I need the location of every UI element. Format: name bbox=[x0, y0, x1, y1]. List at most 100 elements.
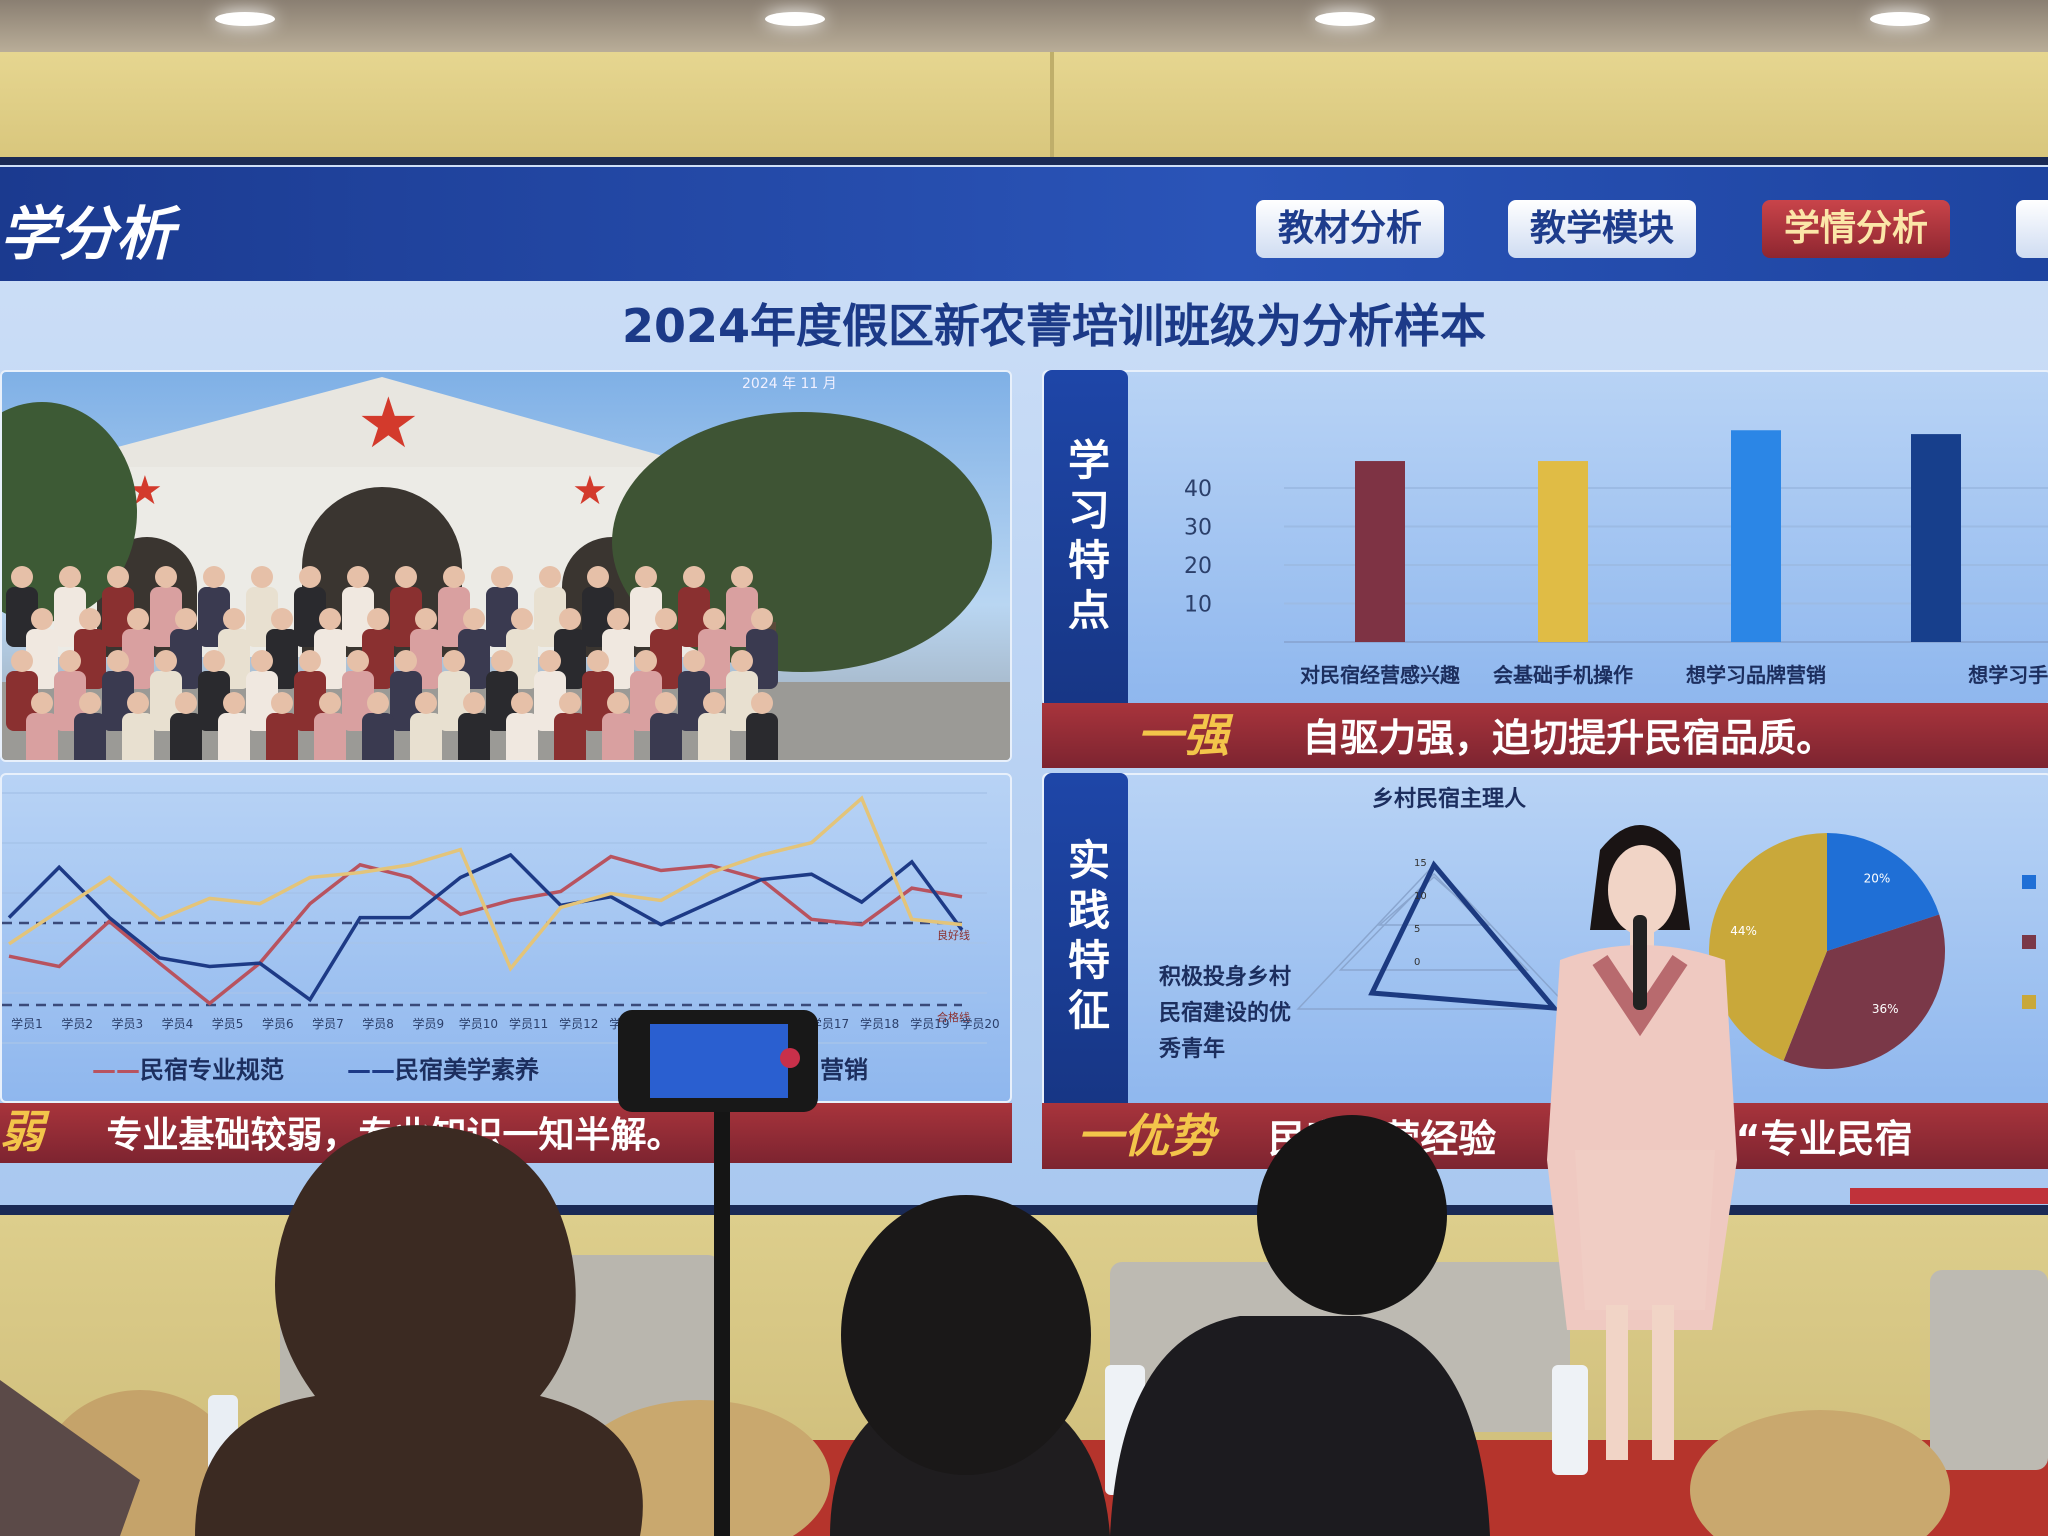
x-tick-label: 学员12 bbox=[559, 1016, 598, 1031]
slide-header bbox=[0, 167, 2048, 281]
radar-tick: 10 bbox=[1414, 891, 1427, 902]
pie-slice bbox=[1827, 833, 1940, 951]
x-tick-label: 学员11 bbox=[509, 1016, 548, 1031]
person-head bbox=[155, 566, 177, 588]
person-body bbox=[458, 713, 490, 760]
person-head bbox=[347, 650, 369, 672]
radar-tick: 5 bbox=[1414, 924, 1420, 935]
tripod-pole bbox=[714, 1110, 730, 1536]
practice-panel: 0 5 10 15 20% 36% 44% 乡村民宿主理人 积极投身乡村民宿建设的优秀青年 bbox=[1042, 773, 2048, 1108]
learning-side-label: 学习特点 bbox=[1044, 370, 1128, 705]
person-body bbox=[746, 713, 778, 760]
pie-slice bbox=[1709, 833, 1827, 1061]
person-head bbox=[731, 650, 753, 672]
person-head bbox=[107, 650, 129, 672]
x-tick-label: 学员2 bbox=[61, 1016, 93, 1031]
y-tick-label: 40 bbox=[1184, 477, 1212, 502]
person-head bbox=[395, 566, 417, 588]
record-button-icon bbox=[780, 1048, 800, 1068]
person-head bbox=[539, 650, 561, 672]
x-tick-label: 学员18 bbox=[860, 1016, 899, 1031]
radar-top-label: 乡村民宿主理人 bbox=[1371, 787, 1526, 812]
person-head bbox=[79, 692, 101, 714]
ceiling bbox=[0, 0, 2048, 52]
person-body bbox=[362, 713, 394, 760]
person-body bbox=[218, 713, 250, 760]
microphone-icon bbox=[1633, 915, 1647, 1010]
tab-partial[interactable] bbox=[2016, 200, 2048, 258]
y-tick-label: 10 bbox=[1184, 593, 1212, 618]
tab-learner-analysis[interactable]: 学情分析 bbox=[1762, 200, 1951, 258]
person-head bbox=[607, 608, 629, 630]
line-chart-panel: 良好线 合格线 学员1 学员2 学员3 学员4 学员5 学员6 学员7 学员8 学员9 学员10 学员1… bbox=[0, 773, 1012, 1103]
bar bbox=[1911, 434, 1961, 642]
bar bbox=[1355, 461, 1405, 642]
person-head bbox=[415, 692, 437, 714]
legend-label: 民宿美学素养 bbox=[395, 1056, 539, 1084]
person-head bbox=[175, 608, 197, 630]
building-roof bbox=[42, 377, 702, 467]
x-tick-label: 学员4 bbox=[162, 1016, 194, 1031]
group-photo: ★ ★ ★ 2024 年 11 月 bbox=[0, 370, 1012, 762]
person-head bbox=[559, 692, 581, 714]
radar-tick: 15 bbox=[1414, 858, 1427, 869]
practice-side-label: 实践特征 bbox=[1044, 773, 1128, 1103]
x-tick-label: 学员5 bbox=[212, 1016, 244, 1031]
person-head bbox=[251, 566, 273, 588]
person-body bbox=[410, 713, 442, 760]
person-body bbox=[506, 713, 538, 760]
series-line bbox=[7, 852, 964, 1003]
legend-item: 营销 bbox=[820, 1056, 868, 1084]
person-head bbox=[319, 692, 341, 714]
wall-panel bbox=[0, 52, 2048, 162]
banner-text: 自驱力强，迫切提升民宿品质。 bbox=[1302, 716, 1835, 760]
pie-label: 44% bbox=[1730, 924, 1757, 938]
person-head bbox=[443, 566, 465, 588]
smartphone-screen bbox=[650, 1024, 788, 1098]
person-head bbox=[607, 692, 629, 714]
person-head bbox=[731, 566, 753, 588]
crowd bbox=[6, 566, 778, 760]
legend-label: 民宿专业规范 bbox=[140, 1056, 284, 1084]
person-head bbox=[347, 566, 369, 588]
person-body bbox=[26, 713, 58, 760]
person-head bbox=[751, 692, 773, 714]
person-head bbox=[251, 650, 273, 672]
x-tick-label: 学员9 bbox=[412, 1016, 444, 1031]
legend-swatch bbox=[2022, 995, 2036, 1009]
star-icon: ★ bbox=[357, 382, 420, 464]
x-tick-label: 学员1 bbox=[11, 1016, 43, 1031]
person-head bbox=[155, 650, 177, 672]
person-head bbox=[299, 566, 321, 588]
presenter bbox=[1547, 825, 1737, 1460]
person-body bbox=[74, 713, 106, 760]
person-head bbox=[443, 650, 465, 672]
radar-left-label: 积极投身乡村民宿建设的优秀青年 bbox=[1159, 965, 1292, 1062]
person-body bbox=[698, 713, 730, 760]
person-head bbox=[299, 650, 321, 672]
person-head bbox=[271, 692, 293, 714]
x-tick-label: 学员3 bbox=[111, 1016, 143, 1031]
person-head bbox=[587, 650, 609, 672]
banner-tag: 一强 bbox=[1137, 708, 1229, 762]
slide-title: 2024年度假区新农菁培训班级为分析样本 bbox=[621, 299, 1487, 353]
radar-shape bbox=[1368, 860, 1560, 1011]
pie-label: 36% bbox=[1872, 1002, 1899, 1016]
x-tick-label: 对民宿经营感兴趣 bbox=[1300, 663, 1461, 687]
person-body bbox=[170, 713, 202, 760]
person-head bbox=[511, 692, 533, 714]
person-body bbox=[650, 713, 682, 760]
person-head bbox=[635, 566, 657, 588]
bar bbox=[1538, 461, 1588, 642]
y-tick-label: 20 bbox=[1184, 554, 1212, 579]
tree bbox=[2, 402, 137, 622]
person-head bbox=[751, 608, 773, 630]
reference-label: 良好线 bbox=[937, 928, 970, 942]
tab-teaching-module[interactable]: 教学模块 bbox=[1508, 200, 1697, 258]
x-tick-label: 学员8 bbox=[362, 1016, 394, 1031]
ceiling-light bbox=[1315, 12, 1375, 26]
learning-panel: 10 20 30 40 对民宿经营感兴趣 会基础手机操作 想学习品牌营销 想学习手机A bbox=[1042, 370, 2048, 705]
person-head bbox=[683, 566, 705, 588]
tab-textbook-analysis[interactable]: 教材分析 bbox=[1256, 200, 1445, 258]
